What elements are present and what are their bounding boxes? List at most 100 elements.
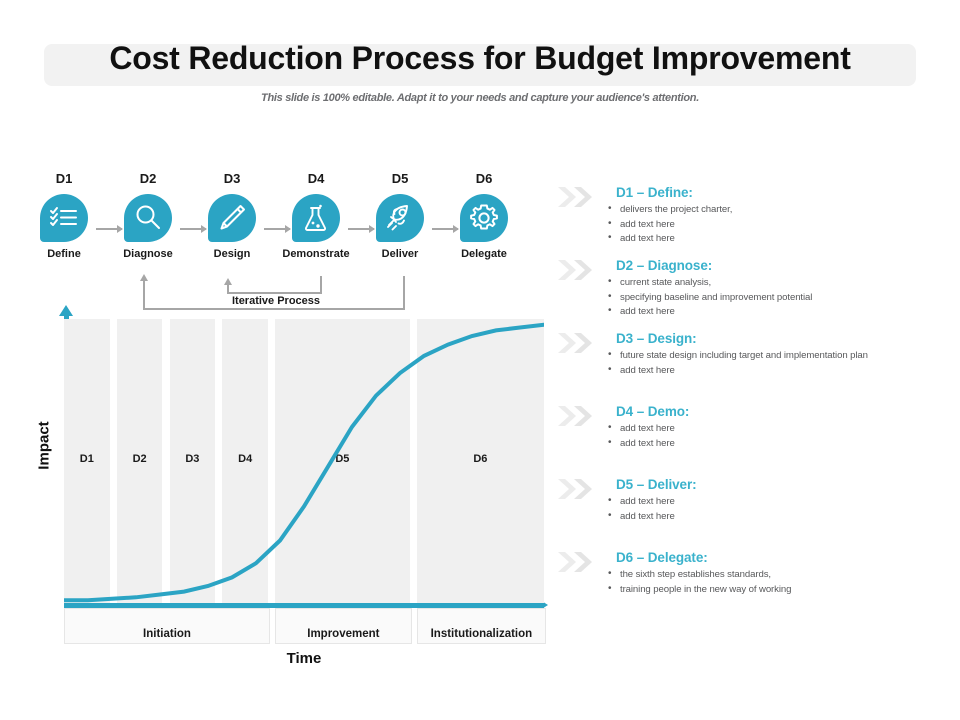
details-panel: D1 – Define: delivers the project charter…	[556, 184, 950, 622]
feedback-loop-outer-horizontal	[143, 308, 405, 310]
chart-band-label: D5	[335, 453, 350, 465]
detail-heading: D4 – Demo:	[616, 404, 690, 419]
double-chevron-icon	[556, 478, 602, 505]
detail-bullet: current state analysis,	[606, 275, 950, 291]
process-step-code: D5	[391, 171, 409, 186]
process-step-d6[interactable]: D6 Delegate	[444, 172, 524, 260]
y-axis-arrowhead	[59, 305, 73, 316]
detail-bullet-list: add text hereadd text here	[606, 494, 950, 525]
title-background-bar	[44, 44, 916, 86]
detail-bullet: future state design including target and…	[606, 348, 950, 364]
chart-band-d2: D2	[116, 319, 163, 603]
y-axis-label: Impact	[35, 421, 53, 470]
process-step-label: Define	[47, 248, 81, 260]
impact-time-chart: Impact Time D1 D2 D3 D4 D5 D6 Initiation Impro…	[24, 305, 548, 675]
feedback-loop-inner-horizontal	[227, 292, 322, 294]
process-step-code: D4	[307, 171, 325, 186]
detail-bullet: add text here	[606, 217, 950, 233]
detail-bullet: specifying baseline and improvement pote…	[606, 290, 950, 306]
phase-box-1: Improvement	[275, 608, 412, 644]
process-step-label: Demonstrate	[282, 248, 350, 260]
detail-bullet: add text here	[606, 421, 950, 437]
chart-band-d3: D3	[169, 319, 216, 603]
process-step-d1[interactable]: D1 Define	[24, 172, 104, 260]
x-axis-arrowhead	[537, 598, 548, 612]
phase-box-2: Institutionalization	[416, 608, 546, 644]
process-step-d3[interactable]: D3 Design	[192, 172, 272, 260]
rocket-icon	[376, 194, 424, 242]
s-curve-line	[64, 322, 544, 603]
connector-arrow-d2-d3	[180, 225, 207, 233]
iterative-process-label: Iterative Process	[208, 295, 344, 307]
detail-heading: D5 – Deliver:	[616, 477, 697, 492]
process-step-label: Delegate	[461, 248, 507, 260]
process-step-label: Design	[213, 248, 251, 260]
magnifier-icon	[124, 194, 172, 242]
feedback-loop-inner-vertical-left	[227, 285, 229, 294]
chart-band-d4: D4	[222, 319, 268, 603]
connector-arrow-d5-d6	[432, 225, 459, 233]
phase-box-0: Initiation	[64, 608, 270, 644]
process-step-code: D2	[139, 171, 157, 186]
process-step-d5[interactable]: D5 Deliver	[360, 172, 440, 260]
feedback-loop-outer-vertical-left	[143, 281, 145, 310]
feedback-loop-outer-vertical-right	[403, 276, 405, 310]
page-subtitle: This slide is 100% editable. Adapt it to…	[261, 92, 699, 104]
detail-item-3[interactable]: D3 – Design: future state design includin…	[556, 330, 950, 394]
process-flow: D1 Define D2	[24, 172, 544, 292]
detail-bullet-list: add text hereadd text here	[606, 421, 950, 451]
detail-heading: D3 – Design:	[616, 331, 697, 346]
detail-bullet-list: the sixth step establishes standards,tra…	[606, 567, 950, 598]
feedback-loop-outer-arrowhead	[139, 274, 148, 281]
process-step-d4[interactable]: D4 Demonstrate	[276, 171, 356, 261]
double-chevron-icon	[556, 332, 602, 359]
feedback-loop-inner-arrowhead	[223, 278, 232, 285]
connector-arrow-d1-d2	[96, 225, 123, 233]
double-chevron-icon	[556, 259, 602, 286]
detail-bullet: the sixth step establishes standards,	[606, 567, 950, 583]
detail-bullet-list: future state design including target and…	[606, 348, 950, 379]
detail-heading: D1 – Define:	[616, 185, 693, 200]
detail-bullet: add text here	[606, 363, 950, 379]
detail-item-4[interactable]: D4 – Demo: add text hereadd text here	[556, 403, 950, 467]
detail-bullet: delivers the project charter,	[606, 202, 950, 218]
chart-band-label: D4	[238, 453, 253, 465]
double-chevron-icon	[556, 551, 602, 578]
chart-band-label: D1	[79, 453, 94, 465]
process-step-code: D1	[55, 171, 73, 186]
process-step-label: Diagnose	[123, 248, 173, 260]
phase-label: Initiation	[143, 628, 191, 640]
process-step-code: D3	[223, 171, 241, 186]
detail-item-2[interactable]: D2 – Diagnose: current state analysis,spe…	[556, 257, 950, 321]
pencil-icon	[208, 194, 256, 242]
process-step-d2[interactable]: D2 Diagnose	[108, 171, 188, 261]
detail-bullet: add text here	[606, 509, 950, 525]
flask-icon	[292, 194, 340, 242]
chart-band-label: D3	[185, 453, 200, 465]
detail-item-6[interactable]: D6 – Delegate: the sixth step establishes…	[556, 549, 950, 613]
phase-label: Institutionalization	[430, 628, 533, 640]
chart-band-label: D6	[473, 453, 488, 465]
phase-label: Improvement	[307, 628, 380, 640]
double-chevron-icon	[556, 405, 602, 432]
detail-heading: D6 – Delegate:	[616, 550, 708, 565]
detail-item-1[interactable]: D1 – Define: delivers the project charter…	[556, 184, 950, 248]
detail-bullet: add text here	[606, 304, 950, 320]
x-axis	[64, 603, 544, 608]
x-axis-label: Time	[286, 650, 322, 667]
chart-band-d5: D5	[275, 319, 410, 603]
chart-band-d1: D1	[64, 319, 110, 603]
checklist-icon	[40, 194, 88, 242]
chart-band-d6: D6	[416, 319, 544, 603]
detail-bullet-list: current state analysis,specifying baseli…	[606, 275, 950, 320]
detail-bullet: add text here	[606, 494, 950, 510]
page-title: Cost Reduction Process for Budget Improv…	[109, 40, 851, 76]
connector-arrow-d3-d4	[264, 225, 291, 233]
process-step-label: Deliver	[381, 248, 419, 260]
detail-item-5[interactable]: D5 – Deliver: add text hereadd text here	[556, 476, 950, 540]
detail-bullet: add text here	[606, 231, 950, 247]
feedback-loop-inner-vertical-right	[320, 276, 322, 294]
detail-bullet: training people in the new way of workin…	[606, 582, 950, 598]
process-step-code: D6	[475, 171, 493, 186]
